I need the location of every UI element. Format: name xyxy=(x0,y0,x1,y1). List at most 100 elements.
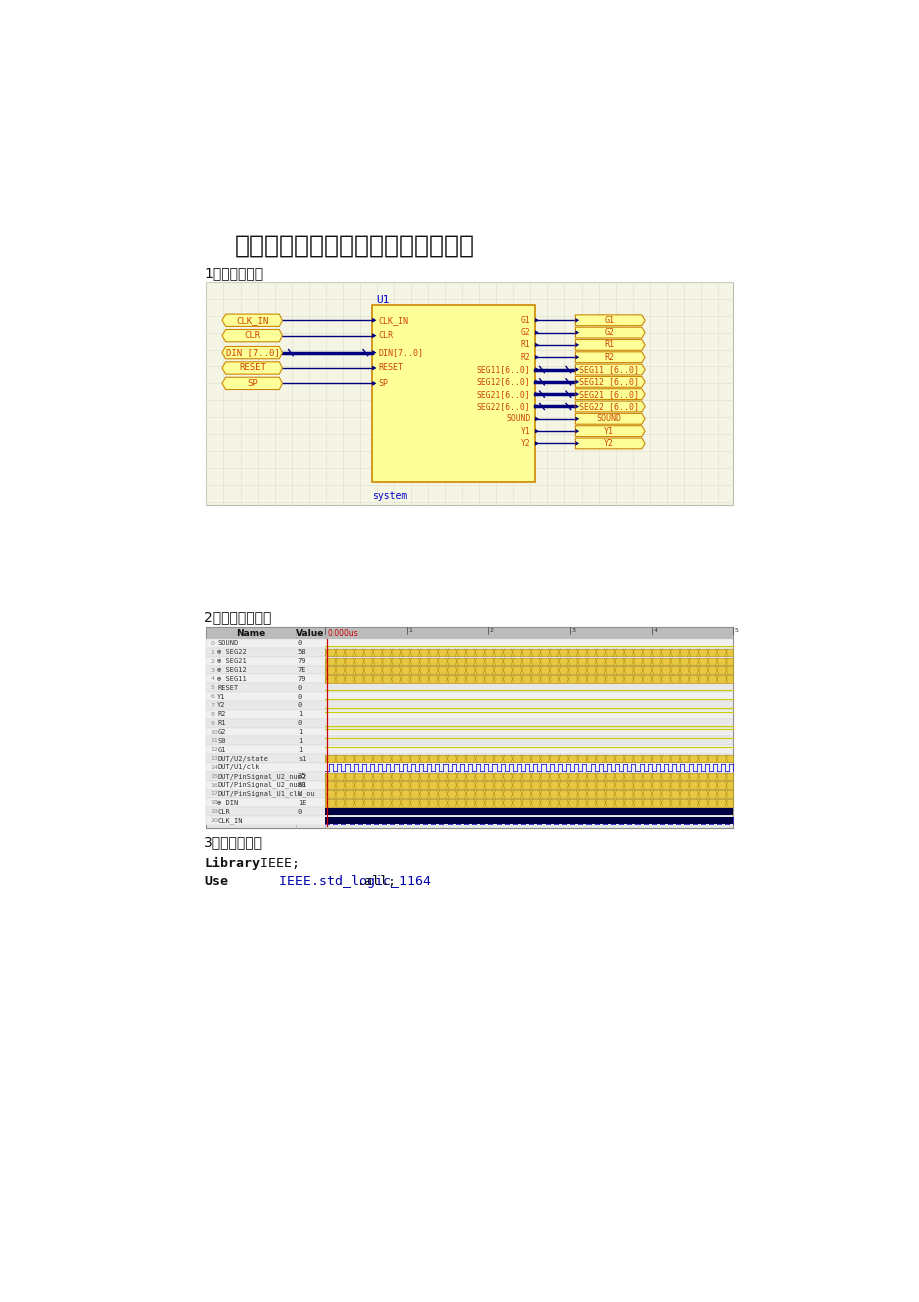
Text: G2: G2 xyxy=(520,328,530,337)
Text: 79: 79 xyxy=(298,659,306,664)
Text: 1E: 1E xyxy=(298,799,306,806)
Polygon shape xyxy=(535,331,539,335)
Text: 5B: 5B xyxy=(298,650,306,655)
Text: 20: 20 xyxy=(210,818,218,823)
Polygon shape xyxy=(574,342,579,348)
Text: ⊕ SEG11: ⊕ SEG11 xyxy=(217,676,247,682)
Text: CLK_IN: CLK_IN xyxy=(217,818,243,824)
Bar xyxy=(324,755,732,762)
Text: 三、系统原理图与住真波形及源程序: 三、系统原理图与住真波形及源程序 xyxy=(235,233,474,258)
Text: DUT/U2/state: DUT/U2/state xyxy=(217,755,268,762)
Text: 79: 79 xyxy=(298,676,306,682)
Text: 0: 0 xyxy=(298,641,301,647)
Text: 0: 0 xyxy=(298,703,301,708)
Text: SEG11 [6..0]: SEG11 [6..0] xyxy=(579,365,639,374)
Bar xyxy=(206,628,732,828)
Polygon shape xyxy=(535,318,539,323)
Text: 11: 11 xyxy=(210,738,218,743)
Text: DUT/PinSignal_U2_num2: DUT/PinSignal_U2_num2 xyxy=(217,773,306,780)
Bar xyxy=(206,656,732,665)
Text: 12: 12 xyxy=(210,747,218,753)
Polygon shape xyxy=(574,367,579,372)
Text: DIN[7..0]: DIN[7..0] xyxy=(378,348,423,357)
Text: 16: 16 xyxy=(210,783,218,788)
Bar xyxy=(206,648,732,656)
Bar xyxy=(324,809,732,815)
Text: CLK_IN: CLK_IN xyxy=(378,316,408,324)
Polygon shape xyxy=(372,366,376,370)
Bar xyxy=(324,781,732,789)
Text: G1: G1 xyxy=(217,747,225,753)
Bar xyxy=(372,305,535,482)
Text: ⊕ SEG12: ⊕ SEG12 xyxy=(217,667,247,673)
Text: 0: 0 xyxy=(298,685,301,691)
Text: Library: Library xyxy=(204,857,260,870)
Polygon shape xyxy=(574,404,579,409)
Text: SEG12 [6..0]: SEG12 [6..0] xyxy=(579,378,639,387)
Bar xyxy=(206,763,732,772)
Polygon shape xyxy=(574,414,644,424)
Text: G2: G2 xyxy=(604,328,614,337)
Bar xyxy=(206,639,732,648)
Polygon shape xyxy=(574,417,579,421)
Polygon shape xyxy=(574,327,644,339)
Text: SEG12[6..0]: SEG12[6..0] xyxy=(476,378,530,387)
Text: U1: U1 xyxy=(376,294,390,305)
Bar xyxy=(206,816,732,825)
Polygon shape xyxy=(574,401,644,411)
Text: CLR: CLR xyxy=(217,809,230,815)
Polygon shape xyxy=(574,376,644,387)
Bar xyxy=(206,719,732,728)
Text: 0: 0 xyxy=(210,641,214,646)
Text: SP: SP xyxy=(378,379,388,388)
Polygon shape xyxy=(535,355,539,359)
Text: R1: R1 xyxy=(604,340,614,349)
Text: 14: 14 xyxy=(210,766,218,769)
Text: 4: 4 xyxy=(652,628,656,633)
Text: SOUND: SOUND xyxy=(596,414,621,423)
Polygon shape xyxy=(574,389,644,400)
Text: RESET: RESET xyxy=(217,685,238,691)
Bar xyxy=(206,628,732,639)
Text: 3: 3 xyxy=(571,628,575,633)
Text: R2: R2 xyxy=(520,353,530,362)
Polygon shape xyxy=(574,392,579,397)
Text: 4: 4 xyxy=(210,676,214,681)
Text: 0: 0 xyxy=(298,809,301,815)
Polygon shape xyxy=(574,380,579,384)
Text: Y1: Y1 xyxy=(604,427,614,436)
Polygon shape xyxy=(535,441,539,445)
Text: Y2: Y2 xyxy=(520,439,530,448)
Text: 15: 15 xyxy=(210,773,218,779)
Text: 0: 0 xyxy=(298,694,301,699)
Bar xyxy=(324,790,732,798)
Polygon shape xyxy=(372,381,376,385)
Text: Use: Use xyxy=(204,875,228,888)
Text: 10: 10 xyxy=(210,729,218,734)
Bar xyxy=(324,648,732,656)
Text: IEEE;: IEEE; xyxy=(252,857,300,870)
Text: SOUND: SOUND xyxy=(505,414,530,423)
Text: 5: 5 xyxy=(734,628,738,633)
Bar xyxy=(206,772,732,781)
Bar xyxy=(324,667,732,673)
Text: 2: 2 xyxy=(210,659,214,664)
Polygon shape xyxy=(372,318,376,323)
Polygon shape xyxy=(372,366,376,370)
Text: 3、系统源程序: 3、系统源程序 xyxy=(204,836,263,849)
Polygon shape xyxy=(535,367,539,372)
Text: Name: Name xyxy=(236,629,266,638)
Text: G1: G1 xyxy=(520,316,530,324)
Polygon shape xyxy=(372,333,376,339)
Text: CLR: CLR xyxy=(378,331,393,340)
Bar xyxy=(206,700,732,710)
Text: 3: 3 xyxy=(210,668,214,673)
Polygon shape xyxy=(574,437,644,449)
Text: CLK_IN: CLK_IN xyxy=(236,316,268,324)
Bar xyxy=(206,665,732,674)
Text: G2: G2 xyxy=(217,729,225,736)
Text: 7: 7 xyxy=(210,703,214,708)
Text: 6: 6 xyxy=(210,694,214,699)
Text: 17: 17 xyxy=(210,792,218,797)
Bar xyxy=(206,684,732,693)
